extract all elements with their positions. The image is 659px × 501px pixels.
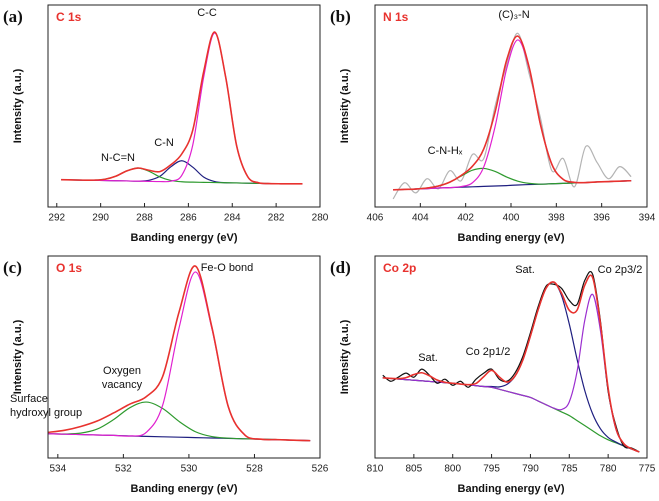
x-tick-label: 284: [224, 213, 241, 224]
annotation: Co 2p3/2: [598, 264, 643, 276]
annotation: (C)₃-N: [498, 9, 529, 21]
panel-label: (d): [330, 258, 351, 277]
panel-label: (b): [330, 7, 351, 26]
x-tick-label: 398: [548, 213, 565, 224]
y-axis-label: Intensity (a.u.): [339, 68, 351, 143]
panel-title: O 1s: [56, 261, 82, 275]
spectrum-line: [48, 271, 311, 442]
annotation: vacancy: [102, 379, 143, 391]
panel-title: C 1s: [56, 10, 82, 24]
x-tick-label: 292: [48, 213, 65, 224]
y-axis-label: Intensity (a.u.): [12, 68, 24, 143]
annotation: C-C: [197, 7, 217, 19]
x-axis-label: Banding energy (eV): [131, 483, 238, 495]
x-tick-label: 402: [457, 213, 474, 224]
x-tick-label: 404: [412, 213, 429, 224]
x-tick-label: 532: [115, 464, 132, 475]
x-tick-label: 530: [181, 464, 198, 475]
panel-label: (c): [3, 258, 22, 277]
x-tick-label: 800: [444, 464, 461, 475]
x-tick-label: 280: [312, 213, 329, 224]
spectrum-line: [393, 35, 632, 191]
annotation: Co 2p1/2: [466, 346, 511, 358]
x-tick-label: 534: [49, 464, 66, 475]
spectrum-line: [61, 31, 303, 185]
panel-title: Co 2p: [383, 261, 416, 275]
x-tick-label: 290: [92, 213, 109, 224]
annotation: hydroxyl group: [10, 407, 82, 419]
x-tick-label: 810: [367, 464, 384, 475]
y-axis-label: Intensity (a.u.): [339, 319, 351, 394]
x-axis-label: Banding energy (eV): [131, 232, 238, 244]
panel-title: N 1s: [383, 10, 409, 24]
spectrum-line: [393, 39, 632, 191]
spectrum-line: [382, 377, 640, 453]
x-tick-label: 400: [503, 213, 520, 224]
annotation: C-N-Hₓ: [428, 145, 463, 157]
x-tick-label: 286: [180, 213, 197, 224]
x-tick-label: 406: [367, 213, 384, 224]
panel-label: (a): [3, 7, 23, 26]
y-axis-label: Intensity (a.u.): [12, 319, 24, 394]
annotation: Surface: [10, 393, 48, 405]
x-tick-label: 528: [246, 464, 263, 475]
plot-frame: [47, 255, 321, 459]
annotation: N-C=N: [101, 152, 135, 164]
x-tick-label: 785: [561, 464, 578, 475]
annotation: C-N: [154, 137, 174, 149]
annotation: Sat.: [418, 352, 438, 364]
x-axis-label: Banding energy (eV): [458, 232, 565, 244]
plot-frame: [47, 4, 321, 208]
annotation: Sat.: [515, 264, 535, 276]
spectrum-line: [382, 281, 640, 453]
x-tick-label: 790: [522, 464, 539, 475]
x-axis-label: Banding energy (eV): [458, 483, 565, 495]
x-tick-label: 805: [406, 464, 423, 475]
x-tick-label: 526: [312, 464, 329, 475]
x-tick-label: 795: [483, 464, 500, 475]
spectrum-line: [382, 274, 640, 453]
spectrum-line: [382, 293, 640, 453]
spectrum-line: [48, 265, 311, 442]
x-tick-label: 780: [600, 464, 617, 475]
spectrum-line: [392, 32, 632, 200]
x-tick-label: 396: [593, 213, 610, 224]
x-tick-label: 775: [639, 464, 656, 475]
x-tick-label: 288: [136, 213, 153, 224]
x-tick-label: 282: [268, 213, 285, 224]
plot-frame: [374, 255, 648, 459]
x-tick-label: 394: [639, 213, 656, 224]
annotation: Oxygen: [103, 365, 141, 377]
annotation: Fe-O bond: [201, 262, 254, 274]
